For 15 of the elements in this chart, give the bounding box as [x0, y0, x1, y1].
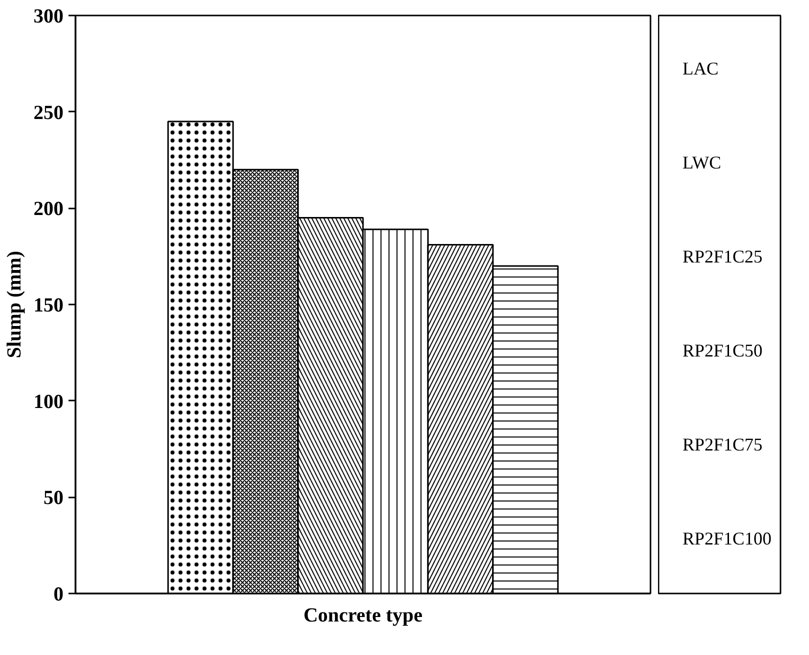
y-axis-title: Slump (mm)	[4, 250, 26, 358]
y-tick-label: 250	[34, 102, 64, 124]
text: RP2F1C100	[682, 528, 772, 550]
y-tick-label: 300	[34, 6, 64, 28]
y-tick-label: 50	[44, 487, 64, 510]
y-tick-label: 0	[54, 584, 64, 606]
text: RP2F1C25	[682, 246, 763, 268]
text: RP2F1C75	[682, 434, 763, 456]
text: LWC	[682, 152, 722, 174]
y-tick-label: 200	[34, 198, 64, 220]
y-tick-label: 150	[34, 294, 64, 316]
x-axis-title: Concrete type	[303, 604, 423, 626]
text: RP2F1C50	[682, 340, 763, 362]
text: LAC	[682, 58, 718, 80]
y-tick-label: 100	[34, 390, 64, 413]
